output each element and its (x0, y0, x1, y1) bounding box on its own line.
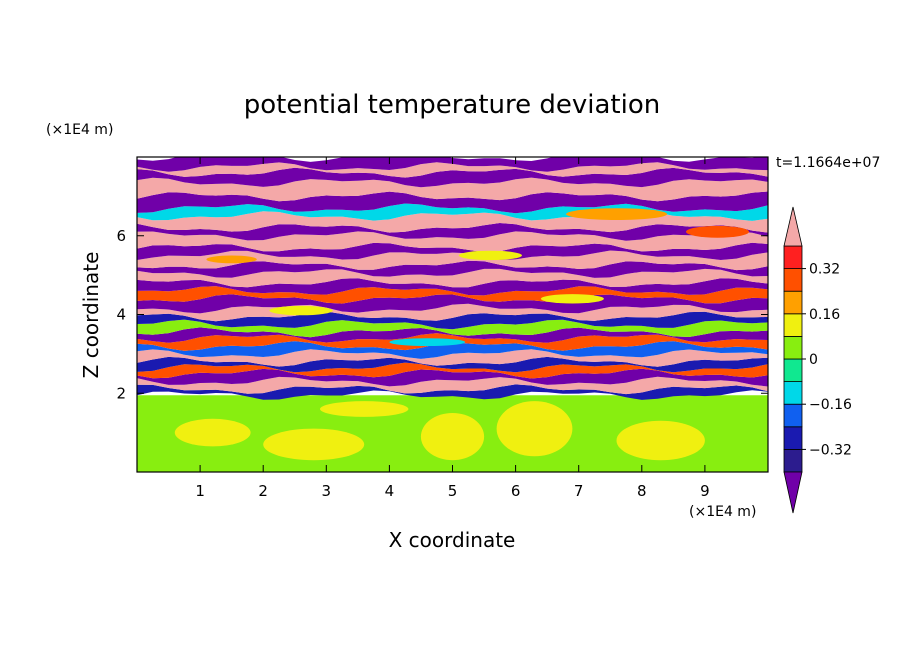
colorbar-segment (783, 448, 803, 473)
contour-band (137, 242, 768, 260)
colorbar-segment (783, 290, 803, 315)
colorbar-segment (783, 335, 803, 360)
colorbar-segment (783, 426, 803, 450)
contour-band (137, 191, 768, 214)
contour-patch (263, 428, 365, 461)
colorbar-label: 0.16 (809, 307, 840, 323)
x-tick-label: 8 (637, 482, 647, 500)
x-axis: 1 2 3 4 5 6 7 8 9 (195, 157, 710, 500)
contour-patch (616, 420, 705, 461)
contour-band (137, 341, 768, 359)
contour-band (137, 294, 768, 314)
colorbar-over-arrow (783, 206, 803, 247)
contour-band (137, 250, 768, 271)
contour-patch (496, 401, 573, 457)
y-tick-label: 2 (116, 384, 126, 402)
colorbar-segment (783, 381, 803, 405)
colorbar-segment (783, 403, 803, 428)
colorbar-label: 0 (809, 352, 818, 368)
contour-patch (206, 255, 257, 264)
contour-band (137, 177, 768, 202)
contour-band (137, 319, 768, 338)
y-axis: 2 4 6 (116, 227, 768, 402)
x-axis-label: X coordinate (389, 528, 516, 552)
contour-band (137, 278, 768, 296)
x-tick-label: 9 (700, 482, 710, 500)
contour-patch (540, 294, 604, 304)
contour-band (137, 157, 768, 172)
time-label: t=1.1664e+07 (776, 155, 880, 171)
x-unit-label: (×1E4 m) (689, 504, 756, 520)
contour-patch (420, 413, 485, 461)
y-axis-label: Z coordinate (79, 252, 103, 379)
colorbar-label: −0.32 (809, 442, 852, 458)
x-tick-label: 7 (574, 482, 584, 500)
contour-patch (269, 305, 333, 316)
contour-patch (686, 225, 749, 238)
contour-band (137, 356, 768, 373)
x-tick-label: 2 (258, 482, 268, 500)
chart-title: potential temperature deviation (244, 90, 660, 120)
contour-band (137, 223, 768, 241)
contour-field (137, 157, 768, 472)
x-tick-label: 6 (511, 482, 521, 500)
contour-patch (389, 338, 466, 346)
colorbar-under-arrow (783, 471, 803, 514)
x-tick-label: 3 (322, 482, 332, 500)
contour-band (137, 368, 768, 387)
contour-band (137, 268, 768, 288)
contour-patch (566, 208, 668, 221)
x-tick-label: 5 (448, 482, 458, 500)
y-tick-label: 4 (116, 306, 126, 324)
colorbar-label: 0.32 (809, 262, 840, 278)
contour-band (137, 167, 768, 188)
colorbar-segment (783, 268, 803, 292)
x-tick-label: 4 (385, 482, 395, 500)
contour-band (137, 211, 768, 233)
contour-band (137, 286, 768, 304)
y-tick-label: 6 (116, 227, 126, 245)
contour-band (137, 260, 768, 278)
contour-band (137, 349, 768, 367)
contour-band (137, 327, 768, 343)
contour-band (137, 231, 768, 253)
colorbar-label: −0.16 (809, 397, 852, 413)
contour-band (137, 311, 768, 330)
x-tick-label: 1 (195, 482, 205, 500)
colorbar-segment (783, 313, 803, 337)
y-unit-label: (×1E4 m) (46, 122, 113, 138)
contour-band (137, 376, 768, 395)
contour-band (137, 384, 768, 400)
colorbar-segment (783, 245, 803, 270)
contour-band (137, 362, 768, 379)
contour-patch (320, 401, 409, 417)
contour-band (137, 162, 768, 178)
colorbar-segment (783, 358, 803, 383)
contour-patch (174, 418, 251, 447)
contour-patch (458, 250, 522, 261)
colorbar: 0.32 0.16 0 −0.16 −0.32 (783, 206, 852, 514)
